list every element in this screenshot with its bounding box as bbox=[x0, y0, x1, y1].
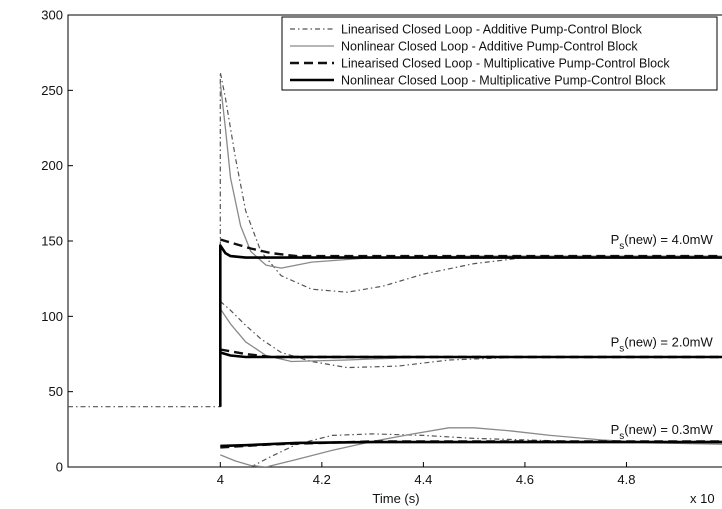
x-tick-label: 4.6 bbox=[516, 472, 534, 487]
y-tick-label: 50 bbox=[49, 384, 63, 399]
legend-label: Nonlinear Closed Loop - Multiplicative P… bbox=[341, 74, 666, 88]
y-tick-label: 100 bbox=[41, 309, 63, 324]
y-tick-label: 150 bbox=[41, 234, 63, 249]
legend-label: Linearised Closed Loop - Additive Pump-C… bbox=[341, 23, 643, 37]
x-tick-label: 4.2 bbox=[313, 472, 331, 487]
x-tick-label: 4.8 bbox=[617, 472, 635, 487]
legend: Linearised Closed Loop - Additive Pump-C… bbox=[281, 16, 718, 91]
x-tick-label: 4 bbox=[217, 472, 224, 487]
y-tick-label: 300 bbox=[41, 8, 63, 23]
series-line-1 bbox=[219, 300, 722, 369]
x-tick-label: 4.4 bbox=[414, 472, 432, 487]
series-line-1 bbox=[250, 433, 722, 467]
x-axis-label: Time (s) bbox=[372, 491, 419, 506]
series-line-4 bbox=[219, 244, 722, 407]
x-axis-multiplier: x 10 bbox=[690, 491, 715, 506]
series-layer bbox=[68, 71, 722, 467]
series-line-3 bbox=[219, 238, 722, 258]
legend-box bbox=[281, 16, 718, 91]
y-axis: 0 50 100 150 200 250 300 bbox=[41, 8, 73, 475]
series-line-4 bbox=[219, 351, 722, 359]
y-tick-label: 250 bbox=[41, 83, 63, 98]
y-tick-label: 200 bbox=[41, 158, 63, 173]
legend-label: Linearised Closed Loop - Multiplicative … bbox=[341, 57, 670, 71]
power-annotation: Ps(new) = 2.0mW bbox=[611, 334, 714, 354]
x-axis: 4 4.2 4.4 4.6 4.8 bbox=[217, 462, 636, 487]
y-tick-label: 0 bbox=[56, 460, 63, 475]
power-annotation: Ps(new) = 4.0mW bbox=[611, 232, 714, 252]
series-line-4 bbox=[220, 440, 722, 448]
series-line-2 bbox=[220, 427, 722, 467]
legend-label: Nonlinear Closed Loop - Additive Pump-Co… bbox=[341, 40, 638, 54]
annotations: Ps(new) = 4.0mW Ps(new) = 2.0mW Ps(new) = … bbox=[611, 232, 714, 442]
power-annotation: Ps(new) = 0.3mW bbox=[611, 422, 714, 442]
series-line-1 bbox=[68, 71, 722, 408]
